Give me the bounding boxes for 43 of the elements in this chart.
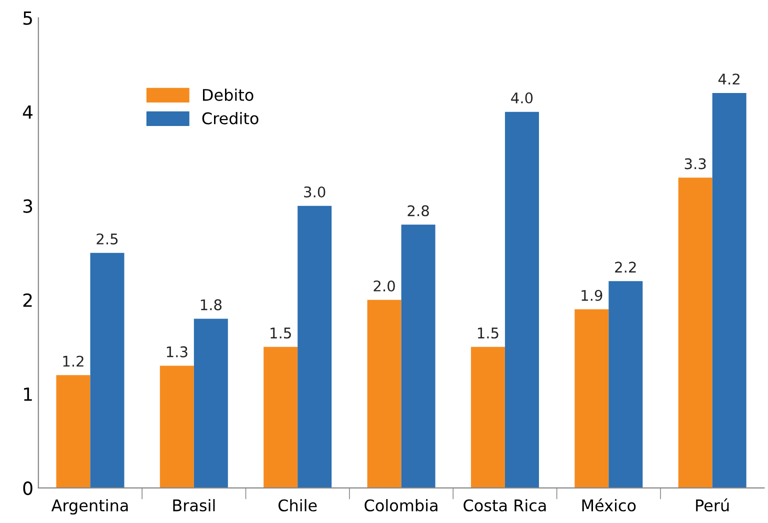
- bar: [264, 346, 298, 488]
- data-label: 1.5: [478, 328, 498, 339]
- data-label: 1.3: [166, 346, 188, 358]
- data-label: 2.2: [615, 262, 636, 272]
- x-tick-label: Argentina: [51, 499, 128, 515]
- data-label: 3.3: [684, 158, 706, 170]
- data-label: 4.0: [511, 92, 533, 104]
- data-label: 2.5: [96, 233, 118, 244]
- data-label: 1.8: [200, 299, 222, 310]
- bar: [90, 252, 124, 488]
- data-label: 1.9: [582, 290, 602, 301]
- y-tick-label: 4: [22, 106, 33, 119]
- y-tick-label: 3: [23, 199, 32, 213]
- bar: [194, 318, 228, 488]
- bar: [470, 346, 505, 488]
- bar: [504, 112, 539, 488]
- bar: [608, 281, 643, 488]
- bar: [401, 224, 436, 488]
- y-tick-label: 0: [23, 481, 32, 496]
- bar: [160, 366, 194, 488]
- data-label: 4.2: [718, 74, 740, 84]
- bar: [298, 206, 332, 488]
- data-label: 1.2: [63, 356, 84, 367]
- x-tick-label: Brasil: [173, 499, 215, 512]
- x-tick-label: México: [582, 498, 636, 512]
- x-tick-label: Chile: [278, 499, 317, 512]
- bar: [367, 300, 402, 488]
- legend-label: Debito: [202, 88, 254, 101]
- data-label: 1.5: [270, 328, 291, 339]
- legend-label: Credito: [202, 112, 258, 124]
- bar: [712, 93, 746, 488]
- data-label: 3.0: [304, 186, 326, 198]
- bar: [678, 178, 712, 488]
- bar: [574, 309, 609, 488]
- data-label: 2.8: [408, 205, 429, 216]
- bar: [56, 375, 90, 488]
- y-tick-label: 2: [23, 293, 32, 307]
- x-tick-label: Costa Rica: [464, 499, 546, 512]
- y-tick-label: 5: [23, 11, 32, 25]
- x-tick-label: Perú: [696, 498, 729, 512]
- x-tick-label: Colombia: [364, 499, 438, 512]
- y-tick-label: 1: [24, 388, 32, 401]
- data-label: 2.0: [374, 280, 395, 292]
